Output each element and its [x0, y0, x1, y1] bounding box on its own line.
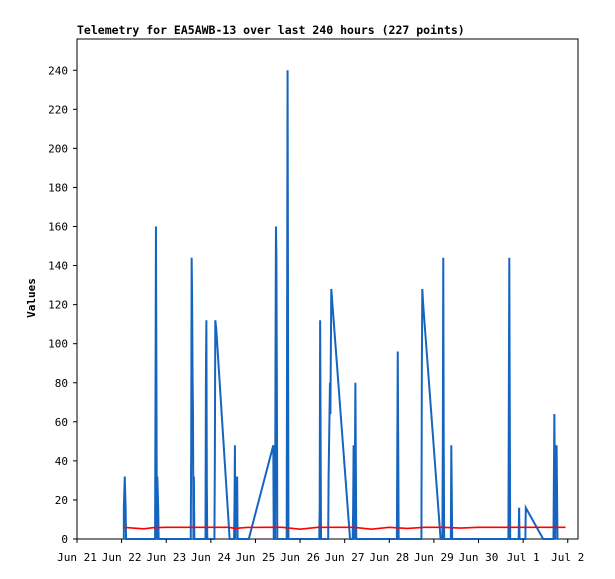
- plot-frame: [76, 38, 579, 540]
- y-tick-label: 160: [48, 221, 68, 234]
- x-tick-label: Jun 26: [280, 551, 320, 564]
- x-tick-label: Jun 27: [325, 551, 365, 564]
- x-tick-label: Jun 30: [459, 551, 499, 564]
- y-tick-label: 240: [48, 64, 68, 77]
- y-tick-label: 100: [48, 338, 68, 351]
- blue-series-line: [122, 70, 559, 540]
- y-tick-label: 60: [55, 416, 68, 429]
- series-layer: [122, 70, 566, 540]
- x-tick-label: Jun 29: [414, 551, 454, 564]
- y-tick-label: 220: [48, 103, 68, 116]
- y-axis: 0 20 40 60 80 100 120 140 160 180 200 220 240: [48, 64, 77, 546]
- chart-title: Telemetry for EA5AWB-13 over last 240 ho…: [77, 23, 465, 37]
- x-tick-label: Jul 1: [507, 551, 540, 564]
- y-tick-label: 0: [61, 533, 68, 546]
- x-tick-label: Jun 21: [57, 551, 97, 564]
- x-tick-label: Jul 2: [551, 551, 584, 564]
- x-tick-label: Jun 24: [191, 551, 231, 564]
- plot-area: Jun 21 Jun 22 Jun 23 Jun 24 Jun 25 Jun 26 Jun …: [48, 38, 584, 564]
- y-tick-label: 120: [48, 299, 68, 312]
- y-tick-label: 200: [48, 142, 68, 155]
- y-tick-label: 180: [48, 181, 68, 194]
- x-tick-label: Jun 28: [369, 551, 409, 564]
- y-tick-label: 40: [55, 455, 68, 468]
- y-axis-label: Values: [25, 278, 38, 318]
- red-series-line: [123, 526, 566, 531]
- x-axis: Jun 21 Jun 22 Jun 23 Jun 24 Jun 25 Jun 26 Jun …: [57, 539, 584, 564]
- y-tick-label: 80: [55, 377, 68, 390]
- y-tick-label: 20: [55, 494, 68, 507]
- x-tick-label: Jun 25: [236, 551, 276, 564]
- x-tick-label: Jun 23: [146, 551, 186, 564]
- y-tick-label: 140: [48, 260, 68, 273]
- x-tick-label: Jun 22: [102, 551, 142, 564]
